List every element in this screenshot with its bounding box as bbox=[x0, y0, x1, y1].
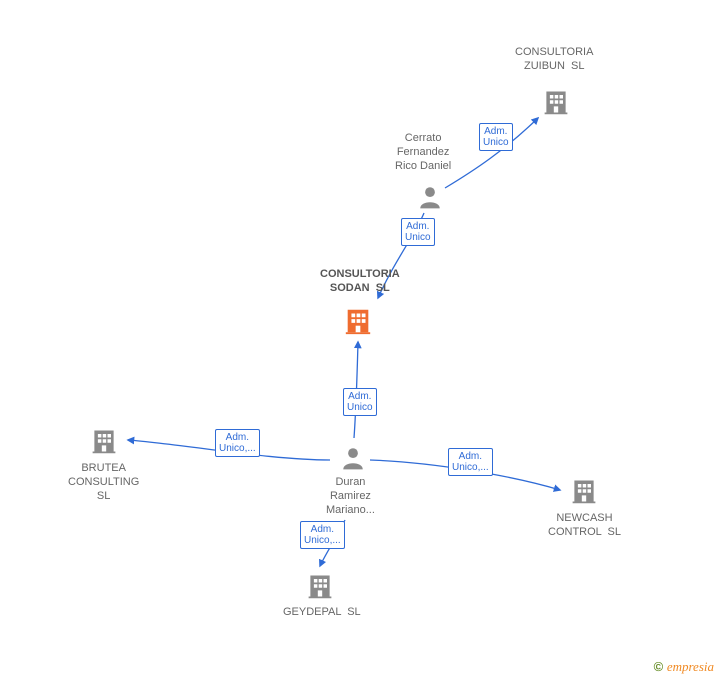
person-icon bbox=[340, 445, 366, 476]
edge-label-cerrato-zuibun: Adm. Unico bbox=[479, 123, 513, 151]
watermark: © empresia bbox=[654, 659, 714, 675]
copyright-symbol: © bbox=[654, 659, 664, 674]
watermark-name: empresia bbox=[667, 659, 714, 674]
edge-label-duran-newcash: Adm. Unico,... bbox=[448, 448, 493, 476]
company-icon bbox=[306, 572, 334, 605]
node-label-brutea: BRUTEA CONSULTING SL bbox=[68, 462, 139, 503]
node-label-cerrato: Cerrato Fernandez Rico Daniel bbox=[395, 132, 451, 173]
node-label-duran: Duran Ramirez Mariano... bbox=[326, 476, 375, 517]
edge-label-cerrato-sodan: Adm. Unico bbox=[401, 218, 435, 246]
edge-label-duran-brutea: Adm. Unico,... bbox=[215, 429, 260, 457]
edge-label-duran-geydepal: Adm. Unico,... bbox=[300, 521, 345, 549]
company-icon bbox=[90, 427, 118, 460]
company-icon bbox=[570, 477, 598, 510]
node-label-zuibun: CONSULTORIA ZUIBUN SL bbox=[515, 46, 593, 74]
node-label-geydepal: GEYDEPAL SL bbox=[283, 606, 361, 620]
diagram-canvas: Adm. Unico Adm. Unico Adm. Unico Adm. Unico… bbox=[0, 0, 728, 685]
edge-label-duran-sodan: Adm. Unico bbox=[343, 388, 377, 416]
node-label-sodan: CONSULTORIA SODAN SL bbox=[320, 268, 400, 296]
edges-layer bbox=[0, 0, 728, 685]
company-icon bbox=[542, 88, 570, 121]
node-label-newcash: NEWCASH CONTROL SL bbox=[548, 512, 621, 540]
person-icon bbox=[417, 184, 443, 215]
company-center-icon bbox=[343, 306, 373, 341]
